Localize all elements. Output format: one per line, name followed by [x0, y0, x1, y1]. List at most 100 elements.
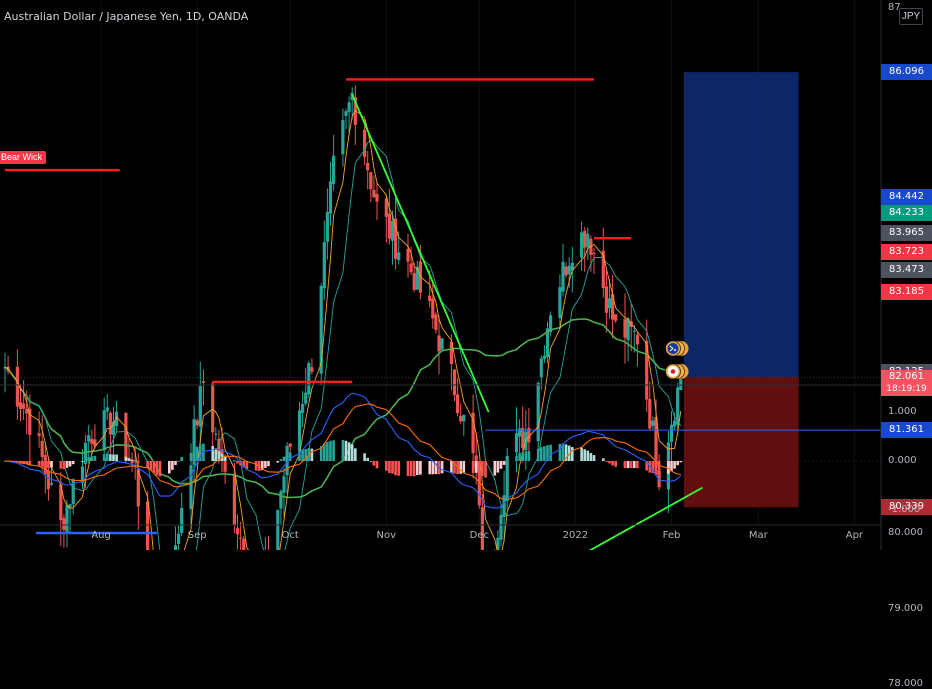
candle-body: [49, 483, 54, 485]
macd-histogram-bar: [453, 461, 456, 474]
candle-body: [279, 491, 283, 509]
macd-histogram-bar: [369, 461, 373, 463]
macd-histogram-bar: [93, 455, 97, 461]
candle-body: [40, 440, 44, 457]
position-target-zone: [683, 72, 799, 378]
macd-histogram-bar: [155, 461, 159, 476]
price-label[interactable]: 83.723: [881, 243, 932, 260]
candle-body: [282, 476, 286, 493]
macd-histogram-bar: [28, 461, 32, 466]
macd-histogram-bar: [434, 461, 438, 475]
macd-histogram-bar: [65, 461, 69, 468]
macd-histogram-bar: [484, 461, 487, 478]
candle-body: [124, 412, 128, 461]
candle-body: [189, 465, 193, 510]
macd-histogram-bar: [344, 440, 348, 461]
price-chart[interactable]: [0, 0, 932, 550]
macd-histogram-bar: [199, 444, 202, 461]
long-position-tool[interactable]: [683, 72, 799, 508]
candle-body: [18, 402, 23, 409]
price-label[interactable]: 84.442: [881, 189, 932, 206]
candle-body: [310, 367, 314, 372]
candle-body: [307, 363, 311, 395]
candle-body: [549, 315, 553, 333]
position-stop-zone: [683, 377, 799, 508]
candle-body: [304, 392, 308, 404]
macd-histogram-bar: [127, 458, 131, 461]
macd-histogram-bar: [440, 461, 444, 474]
price-label[interactable]: 83.185: [881, 284, 932, 301]
macd-histogram-bar: [87, 457, 90, 461]
candle-body: [607, 298, 612, 309]
symbol-title[interactable]: Australian Dollar / Japanese Yen, 1D, OA…: [4, 10, 249, 23]
price-label[interactable]: 83.965: [881, 225, 932, 242]
macd-histogram-bar: [304, 448, 307, 461]
candle-body: [105, 407, 109, 412]
macd-histogram-bar: [499, 461, 503, 469]
candle-body: [192, 419, 196, 465]
price-label[interactable]: 82.061 18:19:19: [881, 370, 932, 397]
price-label[interactable]: 86.096: [881, 64, 932, 81]
au-flag-icon[interactable]: [664, 340, 690, 357]
price-label[interactable]: 84.233: [881, 204, 932, 221]
macd-histogram-bar: [667, 461, 670, 474]
macd-histogram-bar: [611, 461, 614, 466]
macd-histogram-bar: [236, 461, 239, 464]
price-tick-label: 78.000: [888, 678, 923, 689]
candle-body: [111, 421, 116, 435]
macd-tick-label: 1.000: [888, 406, 917, 417]
candle-body: [561, 261, 565, 292]
candle-body: [456, 394, 460, 414]
drawings: [0, 78, 881, 550]
macd-histogram-bar: [676, 461, 679, 466]
candle-body: [558, 287, 562, 318]
macd-histogram-bar: [388, 461, 391, 474]
macd-histogram-bar: [279, 459, 283, 461]
candle-body: [592, 253, 596, 255]
candle-body: [242, 538, 246, 550]
candle-body: [536, 382, 540, 442]
candle-body: [437, 335, 441, 352]
candle-body: [180, 507, 184, 534]
macd-histogram-bar: [288, 452, 292, 461]
macd-histogram-bar: [264, 461, 267, 468]
candle-body: [130, 459, 134, 464]
candle-body: [62, 518, 66, 530]
macd-histogram-bar: [651, 461, 655, 474]
macd-histogram-bar: [428, 461, 431, 475]
macd-histogram-bar: [109, 454, 112, 461]
candle-body: [527, 427, 531, 443]
macd-histogram-bar: [332, 440, 335, 461]
macd-histogram-bar: [130, 459, 134, 461]
macd-histogram-bar: [679, 461, 683, 463]
price-tick-label: 80.000: [888, 527, 923, 538]
macd-histogram-bar: [195, 446, 199, 461]
macd-histogram-bar: [515, 456, 518, 461]
macd-histogram-bar: [158, 461, 162, 477]
last-price: 82.061: [889, 371, 924, 383]
price-label[interactable]: 83.473: [881, 262, 932, 279]
price-label[interactable]: 80.339: [881, 499, 932, 516]
candle-body: [173, 545, 178, 550]
currency-button[interactable]: JPY: [899, 8, 923, 25]
candle-body: [297, 410, 302, 452]
candle-body: [177, 533, 181, 545]
candle-body: [669, 424, 674, 442]
candle-body: [239, 537, 243, 539]
candle-body: [604, 286, 608, 313]
macd-histogram-bar: [527, 451, 531, 461]
macd-histogram-bar: [518, 453, 521, 461]
time-tick-label: Sep: [187, 530, 207, 541]
candle-body: [415, 266, 419, 290]
macd-histogram-bar: [177, 460, 180, 462]
candle-body: [372, 189, 376, 198]
price-label[interactable]: 81.361: [881, 422, 932, 439]
candle-body: [440, 338, 444, 350]
candle-body: [570, 262, 574, 271]
macd-histogram-bar: [366, 457, 369, 461]
macd-histogram-bar: [608, 461, 611, 464]
candle-body: [518, 428, 522, 437]
jp-flag-icon[interactable]: [664, 363, 690, 380]
macd-histogram-bar: [474, 461, 478, 473]
signal-line: [5, 403, 681, 500]
